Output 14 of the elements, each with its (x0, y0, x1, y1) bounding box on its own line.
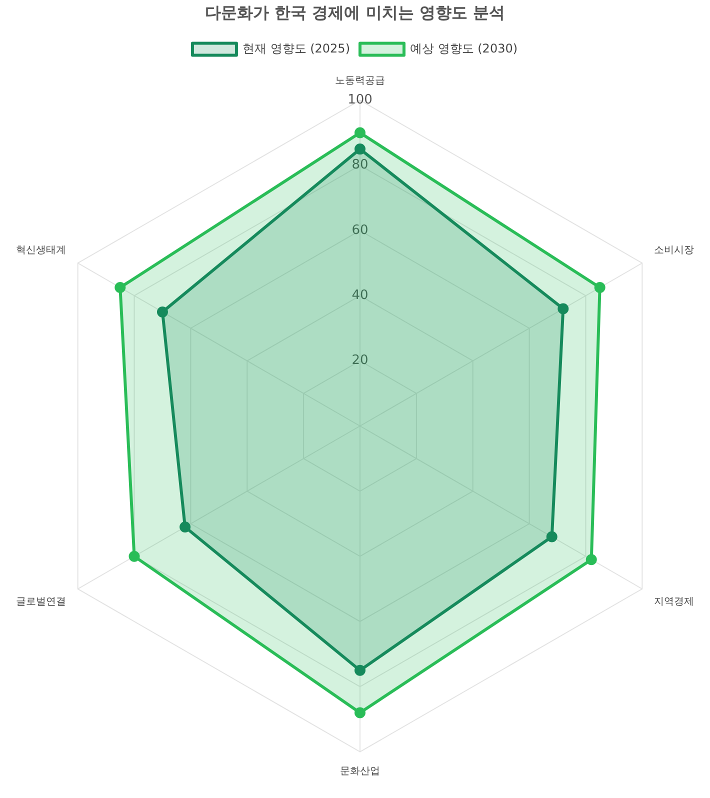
spoke-label: 노동력공급 (335, 75, 385, 86)
y-tick-label: 80 (352, 158, 368, 173)
legend-label: 예상 영향도 (2030) (410, 41, 518, 56)
y-tick-label: 60 (352, 222, 368, 238)
chart-title: 다문화가 한국 경제에 미치는 영향도 분석 (205, 2, 505, 22)
y-tick-label: 40 (352, 288, 368, 304)
y-tick-label: 20 (352, 353, 368, 368)
spoke-label: 문화산업 (340, 766, 380, 777)
spoke-label: 소비시장 (654, 244, 694, 256)
y-tick-label: 100 (348, 92, 372, 108)
legend-label: 현재 영향도 (2025) (242, 41, 350, 56)
spoke-label: 글로벌연결 (16, 596, 66, 608)
spoke-label: 혁신생태계 (16, 244, 66, 256)
spoke-label: 지역경제 (654, 596, 694, 608)
